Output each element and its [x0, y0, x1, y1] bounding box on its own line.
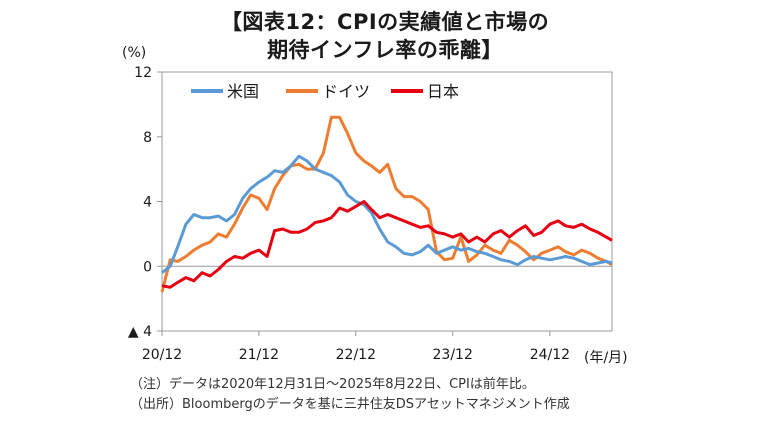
- x-unit-label: (年/月): [584, 350, 628, 366]
- y-tick-label: 0: [143, 259, 152, 275]
- legend-label-2: 日本: [427, 82, 459, 101]
- series-line-1: [160, 115, 613, 293]
- y-unit-label: (%): [122, 45, 146, 61]
- note-data-period: （注）データは2020年12月31日～2025年8月22日、CPIは前年比。: [130, 377, 535, 392]
- x-tick-label: 21/12: [239, 347, 279, 363]
- x-tick-label: 24/12: [530, 347, 570, 363]
- x-tick-label: 20/12: [142, 347, 182, 363]
- legend-label-0: 米国: [227, 82, 259, 101]
- series-line-0: [161, 154, 613, 274]
- y-tick-label: ▲ 4: [128, 324, 152, 340]
- line-chart: (%) (年/月) ▲ 4 0 4 8 12 20/12 21/12 22/12 23/12 24…: [122, 45, 628, 366]
- y-tick-label: 8: [143, 130, 152, 146]
- legend-label-1: ドイツ: [322, 82, 370, 101]
- x-tick-label: 22/12: [336, 347, 376, 363]
- y-tick-label: 4: [143, 195, 152, 211]
- series-line-2: [161, 200, 613, 289]
- plot-frame: [161, 71, 613, 332]
- chart-title-line2: 期待インフレ率の乖離】: [267, 38, 503, 62]
- x-tick-label: 23/12: [433, 347, 473, 363]
- y-tick-label: 12: [134, 65, 152, 81]
- note-source: （出所）Bloombergのデータを基に三井住友DSアセットマネジメント作成: [130, 397, 570, 412]
- chart-title-line1: 【図表12：CPIの実績値と市場の: [220, 10, 550, 34]
